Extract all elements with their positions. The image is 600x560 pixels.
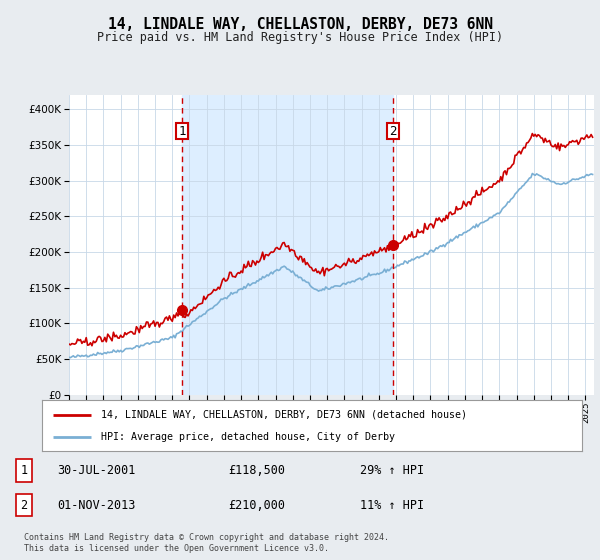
- Text: £210,000: £210,000: [228, 498, 285, 511]
- Text: £118,500: £118,500: [228, 464, 285, 477]
- Text: 2: 2: [20, 498, 28, 511]
- FancyBboxPatch shape: [176, 123, 188, 139]
- Text: 11% ↑ HPI: 11% ↑ HPI: [360, 498, 424, 511]
- FancyBboxPatch shape: [387, 123, 399, 139]
- Text: HPI: Average price, detached house, City of Derby: HPI: Average price, detached house, City…: [101, 432, 395, 442]
- Text: 14, LINDALE WAY, CHELLASTON, DERBY, DE73 6NN (detached house): 14, LINDALE WAY, CHELLASTON, DERBY, DE73…: [101, 409, 467, 419]
- Text: 1: 1: [179, 125, 186, 138]
- Text: Price paid vs. HM Land Registry's House Price Index (HPI): Price paid vs. HM Land Registry's House …: [97, 31, 503, 44]
- Bar: [182, 95, 393, 395]
- FancyBboxPatch shape: [16, 459, 32, 482]
- Text: 2: 2: [389, 125, 397, 138]
- Text: 29% ↑ HPI: 29% ↑ HPI: [360, 464, 424, 477]
- Text: 01-NOV-2013: 01-NOV-2013: [57, 498, 136, 511]
- Text: 1: 1: [20, 464, 28, 477]
- Text: 14, LINDALE WAY, CHELLASTON, DERBY, DE73 6NN: 14, LINDALE WAY, CHELLASTON, DERBY, DE73…: [107, 17, 493, 32]
- FancyBboxPatch shape: [16, 494, 32, 516]
- Text: Contains HM Land Registry data © Crown copyright and database right 2024.
This d: Contains HM Land Registry data © Crown c…: [24, 533, 389, 553]
- Text: 30-JUL-2001: 30-JUL-2001: [57, 464, 136, 477]
